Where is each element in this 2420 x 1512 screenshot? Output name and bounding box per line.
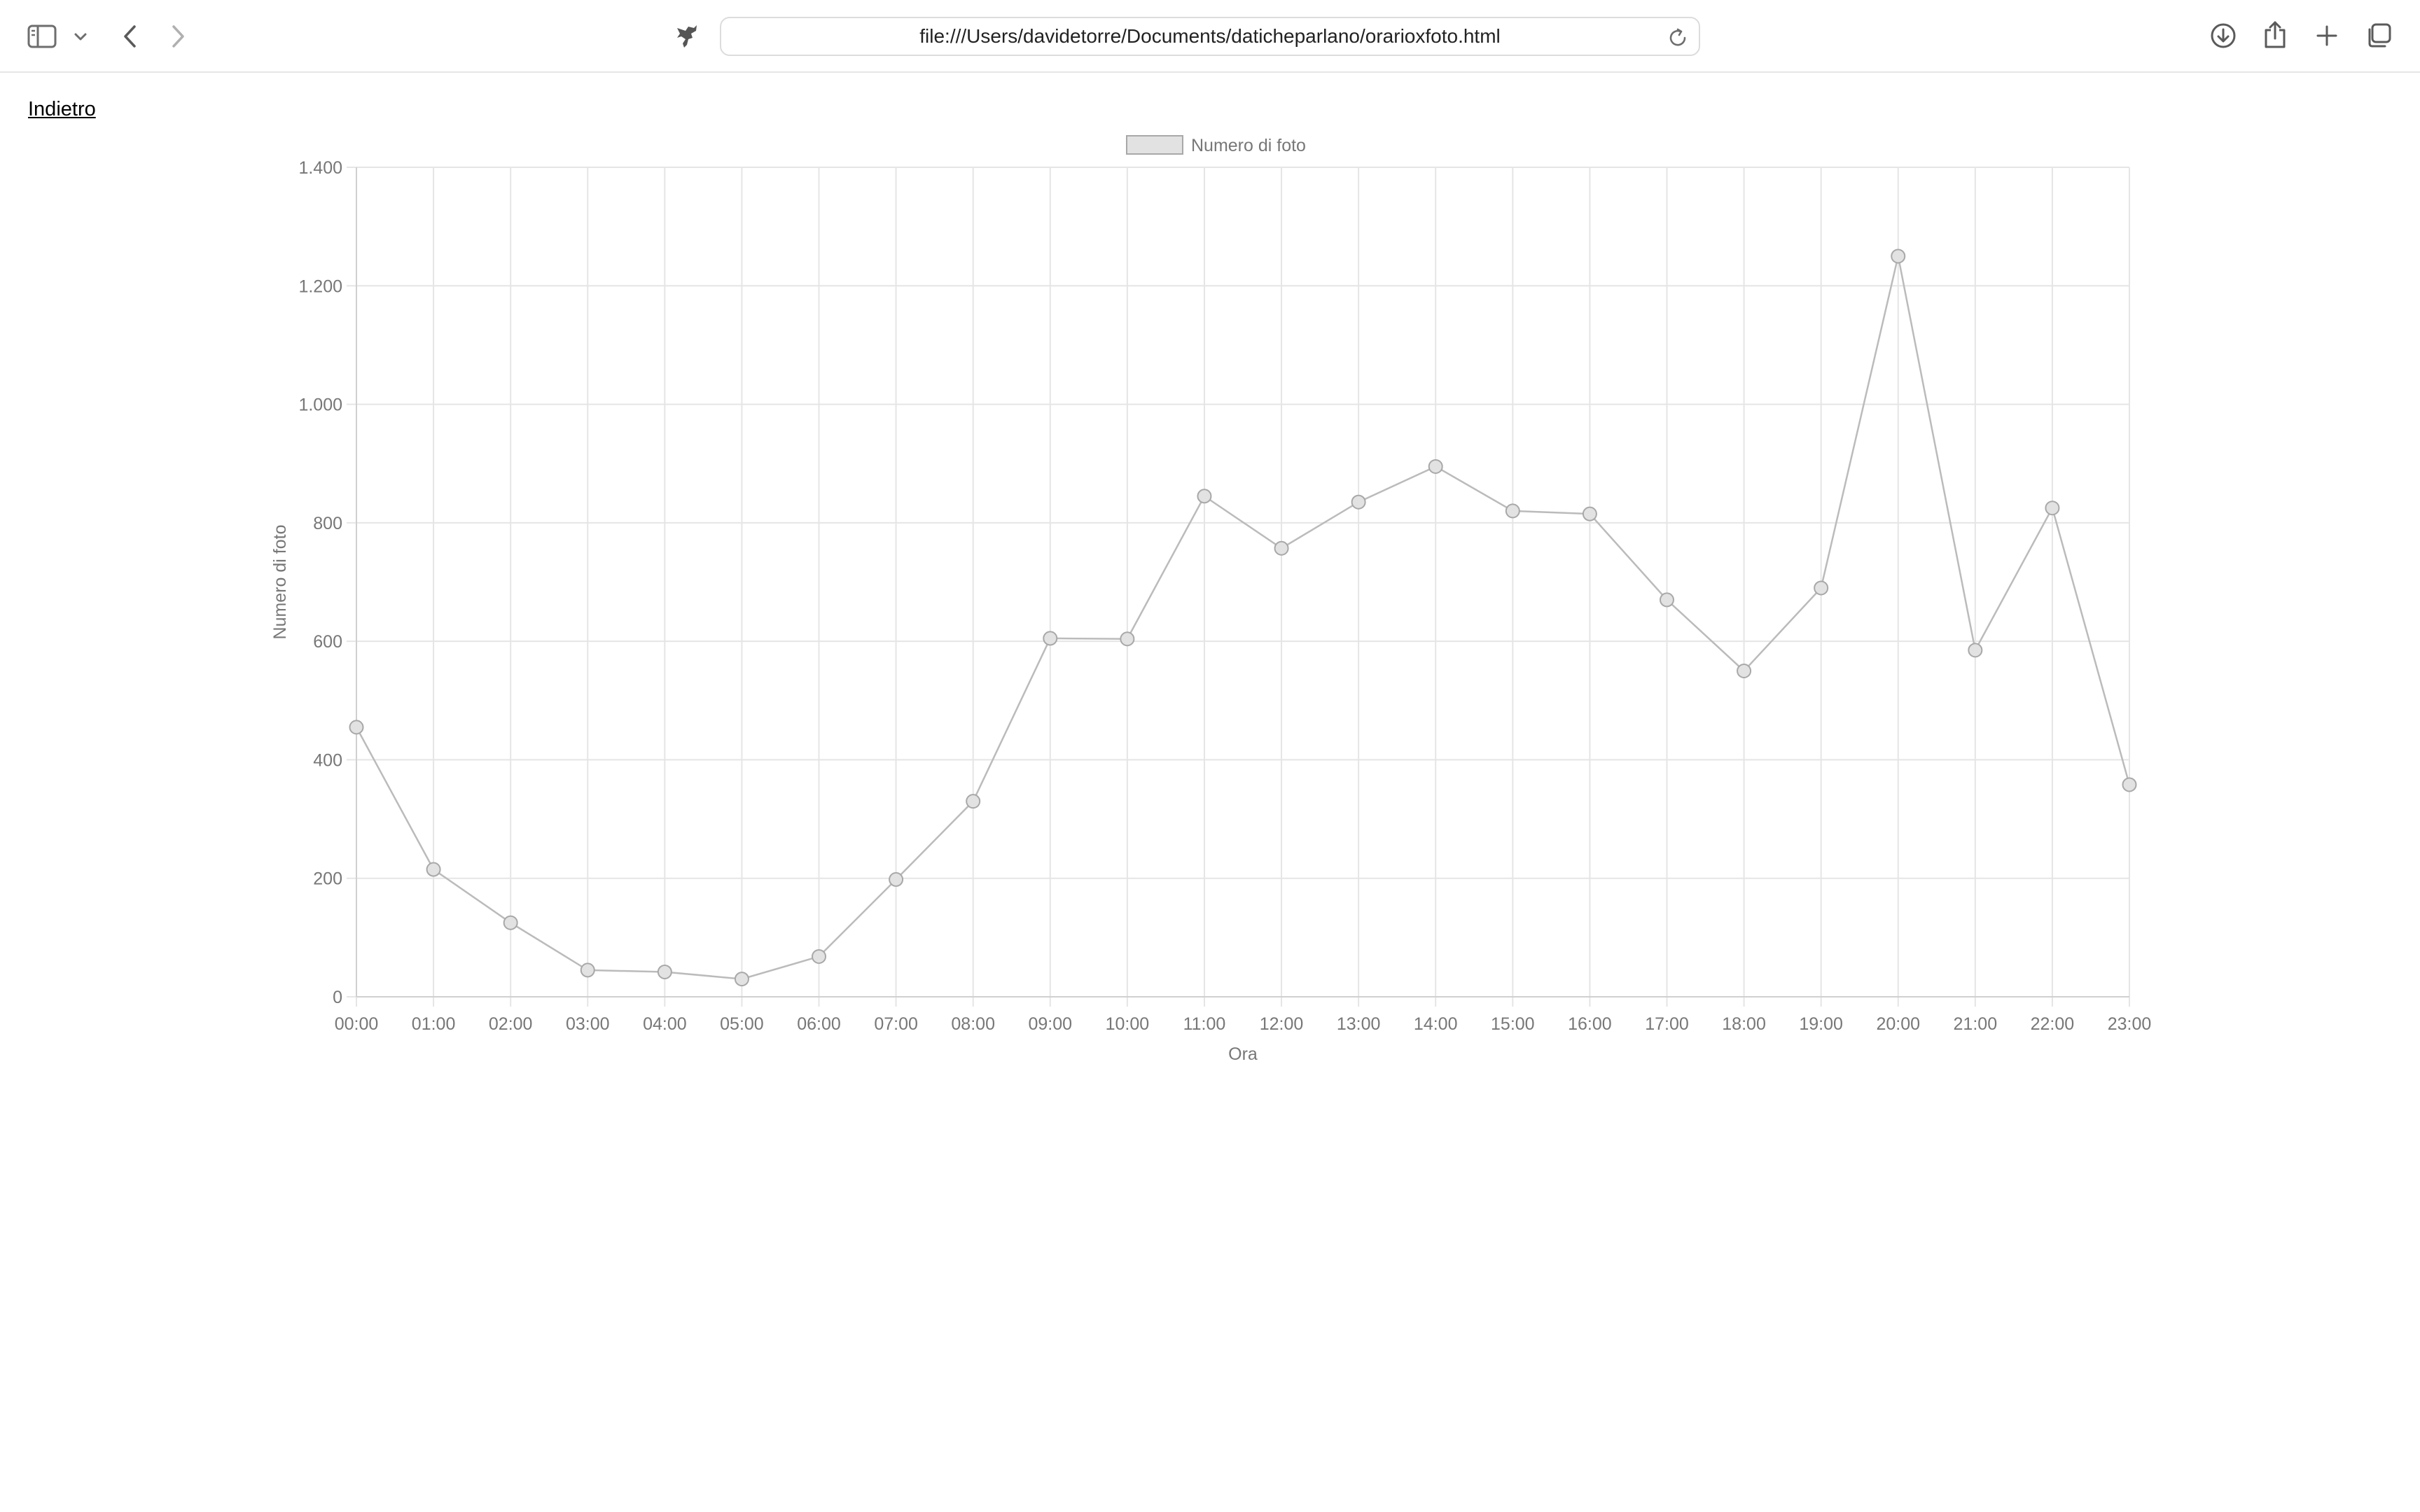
data-point[interactable] [966, 794, 981, 809]
data-point[interactable] [812, 948, 827, 964]
x-tick-label: 17:00 [1645, 1014, 1689, 1034]
data-point[interactable] [1737, 663, 1752, 678]
data-point[interactable] [1814, 580, 1829, 596]
chevron-down-icon [74, 33, 87, 41]
x-tick-label: 20:00 [1876, 1014, 1920, 1034]
data-point[interactable] [1891, 248, 1906, 264]
chevron-left-icon [124, 25, 136, 48]
tab-overview-icon [2368, 23, 2391, 48]
data-point[interactable] [1197, 489, 1212, 504]
data-point[interactable] [503, 915, 518, 930]
y-tick-label: 1.000 [298, 396, 342, 415]
x-tick-label: 04:00 [643, 1014, 687, 1034]
privacy-report-icon [677, 25, 697, 48]
data-point[interactable] [1120, 631, 1135, 647]
x-tick-label: 21:00 [1954, 1014, 1998, 1034]
data-point[interactable] [349, 720, 364, 735]
chevron-right-icon [172, 25, 184, 48]
data-point[interactable] [426, 862, 441, 877]
data-point[interactable] [734, 972, 749, 987]
x-tick-label: 05:00 [720, 1014, 764, 1034]
data-point[interactable] [1428, 458, 1443, 474]
x-tick-label: 10:00 [1106, 1014, 1150, 1034]
data-point[interactable] [1505, 503, 1520, 519]
sidebar-icon [27, 24, 57, 48]
x-tick-label: 01:00 [412, 1014, 456, 1034]
reload-icon [1669, 28, 1686, 46]
legend-swatch[interactable] [1126, 135, 1183, 155]
legend-label: Numero di foto [1191, 136, 1306, 155]
url-text[interactable]: file:///Users/davidetorre/Documents/dati… [919, 25, 1501, 47]
data-point[interactable] [2045, 500, 2060, 516]
x-tick-label: 08:00 [951, 1014, 995, 1034]
data-point[interactable] [1043, 631, 1058, 646]
data-point[interactable] [889, 872, 904, 887]
x-tick-label: 00:00 [335, 1014, 379, 1034]
browser-toolbar: file:///Users/davidetorre/Documents/dati… [0, 0, 2420, 73]
series-line [355, 255, 2131, 980]
chart-legend: Numero di foto [1126, 135, 1306, 155]
x-tick-label: 12:00 [1260, 1014, 1304, 1034]
tab-overview-button[interactable] [2363, 20, 2395, 52]
x-axis-title: Ora [1228, 1044, 1258, 1064]
x-tick-label: 16:00 [1568, 1014, 1612, 1034]
back-button[interactable] [116, 21, 144, 52]
x-tick-label: 18:00 [1722, 1014, 1766, 1034]
data-point[interactable] [1274, 540, 1289, 556]
share-button[interactable] [2259, 18, 2291, 52]
chart-axes [356, 167, 2129, 997]
forward-button[interactable] [164, 21, 192, 52]
x-axis-tick-labels: 00:00 01:00 02:00 03:00 04:00 05:00 06:00 07:00… [335, 1014, 2152, 1034]
y-axis-tick-labels: 0 200 400 600 800 1.000 1.200 1.400 [298, 158, 342, 1007]
x-tick-label: 06:00 [797, 1014, 841, 1034]
x-tick-label: 14:00 [1414, 1014, 1458, 1034]
data-point[interactable] [1351, 494, 1366, 510]
download-icon [2211, 23, 2236, 48]
new-tab-button[interactable] [2311, 20, 2343, 52]
sidebar-toggle-button[interactable] [25, 21, 59, 52]
y-tick-label: 0 [333, 988, 342, 1007]
back-link[interactable]: Indietro [28, 98, 96, 120]
x-tick-label: 09:00 [1029, 1014, 1073, 1034]
y-axis-title: Numero di foto [270, 525, 290, 640]
x-tick-label: 22:00 [2031, 1014, 2075, 1034]
data-point[interactable] [1659, 592, 1674, 608]
chart-grid [347, 167, 2130, 1007]
x-tick-label: 13:00 [1337, 1014, 1381, 1034]
data-point[interactable] [1582, 506, 1597, 522]
downloads-button[interactable] [2207, 20, 2239, 52]
x-tick-label: 02:00 [489, 1014, 533, 1034]
x-tick-label: 19:00 [1799, 1014, 1843, 1034]
share-icon [2265, 21, 2286, 48]
x-tick-label: 23:00 [2108, 1014, 2152, 1034]
data-point[interactable] [2122, 777, 2137, 792]
chart-series [349, 248, 2137, 987]
x-tick-label: 15:00 [1491, 1014, 1535, 1034]
address-bar[interactable]: file:///Users/davidetorre/Documents/dati… [720, 17, 1700, 56]
x-tick-label: 07:00 [874, 1014, 918, 1034]
x-tick-label: 03:00 [566, 1014, 610, 1034]
y-tick-label: 200 [313, 869, 342, 889]
data-point[interactable] [657, 964, 672, 979]
plus-icon [2316, 25, 2337, 46]
site-settings-button[interactable] [669, 20, 704, 53]
y-tick-label: 1.200 [298, 276, 342, 296]
y-tick-label: 400 [313, 750, 342, 770]
y-tick-label: 800 [313, 514, 342, 533]
y-tick-label: 600 [313, 632, 342, 652]
y-tick-label: 1.400 [298, 158, 342, 178]
sidebar-dropdown-button[interactable] [70, 27, 91, 46]
data-point[interactable] [1968, 643, 1983, 658]
reload-button[interactable] [1667, 27, 1689, 49]
data-point[interactable] [580, 962, 595, 978]
x-tick-label: 11:00 [1183, 1014, 1226, 1034]
